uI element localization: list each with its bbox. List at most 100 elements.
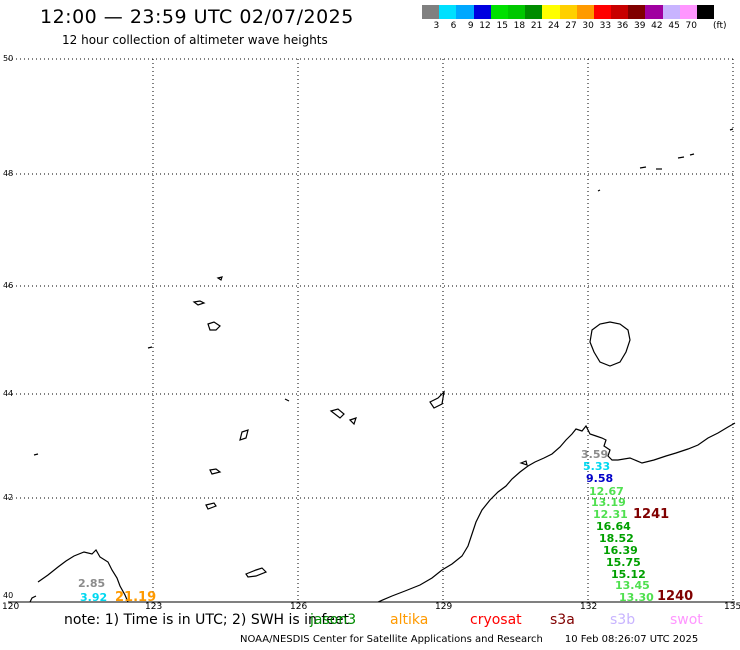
credit-text: NOAA/NESDIS Center for Satellite Applica… — [240, 634, 543, 645]
wave-height-label: 3.92 — [80, 591, 108, 604]
scale-swatch: 27 — [559, 5, 577, 31]
scale-swatch: 9 — [456, 5, 474, 31]
wave-height-label: 21.19 — [115, 590, 157, 605]
lat-label-42: 42 — [3, 493, 14, 502]
island-small-12 — [639, 166, 647, 169]
lat-label-44: 44 — [3, 389, 14, 398]
coastline-mainland — [377, 422, 736, 603]
lat-label-50: 50 — [3, 54, 14, 63]
island-small-5 — [348, 417, 357, 426]
footer-credit: NOAA/NESDIS Center for Satellite Applica… — [240, 634, 698, 645]
island-small-1 — [192, 300, 206, 306]
island-small-19 — [33, 453, 39, 456]
scale-swatch: 21 — [525, 5, 543, 31]
scale-label: 30 — [582, 21, 594, 31]
satellite-label-altika: altika — [390, 612, 429, 628]
scale-label: 18 — [513, 21, 526, 31]
scale-swatch: 3 — [422, 5, 440, 31]
wave-height-label: 3.59 — [581, 448, 609, 461]
scale-label: 6 — [450, 21, 457, 31]
scale-label: 21 — [530, 21, 543, 31]
generated-timestamp: 10 Feb 08:26:07 UTC 2025 — [564, 634, 699, 645]
wave-height-label: 5.33 — [583, 460, 611, 473]
scale-swatch: 30 — [576, 5, 594, 31]
satellite-label-s3a: s3a — [550, 612, 575, 628]
scale-unit-label: (ft) — [713, 21, 727, 31]
lat-label-48: 48 — [3, 169, 14, 178]
lon-label-120: 120 — [2, 602, 20, 612]
island-small-4 — [329, 408, 345, 419]
wave-height-label: 1240 — [657, 589, 694, 604]
wave-height-label: 16.64 — [596, 520, 631, 533]
scale-swatch — [697, 5, 715, 19]
island-small-3 — [216, 276, 223, 281]
scale-swatch: 18 — [507, 5, 526, 31]
scale-label: 36 — [616, 21, 629, 31]
scale-label: 42 — [651, 21, 663, 31]
scale-swatch: 42 — [645, 5, 663, 31]
island-small-8 — [209, 468, 222, 475]
lon-label-129: 129 — [435, 602, 453, 612]
coastline-southwest — [37, 549, 129, 603]
scale-swatch: 15 — [490, 5, 508, 31]
island-small-17 — [597, 189, 601, 192]
scale-swatch: 24 — [542, 5, 560, 31]
lon-label-126: 126 — [290, 602, 308, 612]
satellite-label-cryosat: cryosat — [470, 612, 522, 628]
graticule — [8, 58, 735, 602]
wave-height-label: 13.30 — [619, 591, 654, 604]
scale-label: 39 — [633, 21, 646, 31]
island-small-11 — [519, 460, 528, 466]
scale-swatch: 39 — [628, 5, 646, 31]
scale-label: 33 — [599, 21, 612, 31]
satellite-label-s3b: s3b — [610, 612, 636, 628]
island-small-20 — [284, 398, 290, 402]
island-small-10 — [245, 567, 268, 578]
coastline-tip — [29, 595, 37, 603]
wave-height-label: 12.67 — [589, 485, 624, 498]
wave-height-label: 13.45 — [615, 579, 650, 592]
lon-label-135: 135 — [724, 602, 740, 612]
wave-height-label: 13.19 — [591, 496, 626, 509]
map-subtitle: 12 hour collection of altimeter wave hei… — [62, 33, 328, 47]
island-small-18 — [147, 346, 153, 349]
lon-label-123: 123 — [145, 602, 163, 612]
island-small-6 — [429, 390, 445, 409]
scale-swatch: 45 — [662, 5, 680, 31]
scale-swatch: 12 — [473, 5, 491, 31]
scale-label: 9 — [467, 21, 474, 31]
color-scale-legend: 3 6 9 12 15 18 21 24 27 30 33 36 39 42 45 70 — [422, 5, 715, 31]
island-small-15 — [689, 153, 695, 156]
scale-label: 24 — [548, 21, 560, 31]
scale-swatch: 36 — [611, 5, 629, 31]
scale-label: 70 — [685, 21, 697, 31]
scale-label: 3 — [433, 21, 440, 31]
satellite-label-jason3: jason3 — [310, 612, 357, 628]
island-large-north — [589, 321, 631, 367]
satellite-label-swot: swot — [670, 612, 703, 628]
wave-height-label: 15.75 — [606, 556, 641, 569]
wave-height-label: 12.31 — [593, 508, 628, 521]
wave-height-label: 15.12 — [611, 568, 646, 581]
scale-swatch: 70 — [679, 5, 697, 31]
island-small-2 — [207, 321, 221, 331]
wave-height-label: 1241 — [633, 507, 670, 522]
lon-label-132: 132 — [580, 602, 598, 612]
map-title: 12:00 — 23:59 UTC 02/07/2025 — [40, 6, 354, 28]
scale-swatch: 6 — [439, 5, 457, 31]
lat-label-46: 46 — [3, 281, 14, 290]
scale-label: 12 — [479, 21, 491, 31]
wave-height-label: 16.39 — [603, 544, 638, 557]
island-small-14 — [677, 156, 685, 159]
island-small-16 — [729, 128, 734, 131]
island-small-7 — [239, 429, 249, 441]
wave-height-label: 2.85 — [78, 577, 106, 590]
scale-label: 15 — [496, 21, 508, 31]
coastline-lines — [29, 128, 736, 603]
footer-note: note: 1) Time is in UTC; 2) SWH is in fe… — [64, 612, 350, 628]
scale-label: 45 — [668, 21, 680, 31]
scale-swatch: 33 — [593, 5, 612, 31]
wave-height-label: 18.52 — [599, 532, 634, 545]
scale-label: 27 — [565, 21, 577, 31]
